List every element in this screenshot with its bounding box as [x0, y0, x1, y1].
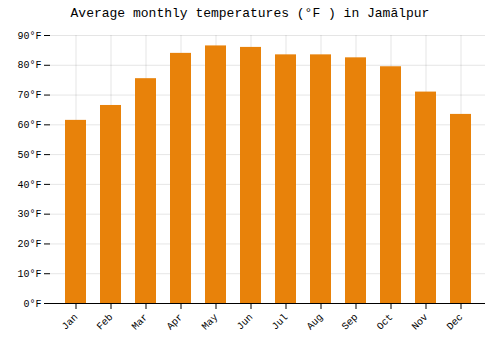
svg-text:Aug: Aug: [305, 312, 326, 333]
svg-text:50°F: 50°F: [17, 150, 41, 161]
svg-text:Oct: Oct: [375, 312, 396, 333]
svg-text:20°F: 20°F: [17, 239, 41, 250]
svg-text:80°F: 80°F: [17, 60, 41, 71]
svg-text:40°F: 40°F: [17, 180, 41, 191]
svg-text:70°F: 70°F: [17, 90, 41, 101]
svg-text:0°F: 0°F: [23, 299, 41, 310]
svg-text:Jul: Jul: [270, 312, 291, 333]
svg-text:May: May: [200, 312, 221, 333]
svg-text:Mar: Mar: [130, 312, 151, 333]
svg-text:Sep: Sep: [340, 312, 361, 333]
svg-text:90°F: 90°F: [17, 31, 41, 42]
svg-text:Jan: Jan: [60, 312, 81, 333]
svg-text:Nov: Nov: [410, 312, 431, 333]
svg-text:Jun: Jun: [235, 312, 256, 333]
svg-text:Apr: Apr: [165, 312, 186, 333]
svg-text:Dec: Dec: [445, 312, 466, 333]
svg-text:30°F: 30°F: [17, 209, 41, 220]
svg-text:60°F: 60°F: [17, 120, 41, 131]
html-text:Average monthly temperatures (: Average monthly temperatures (°F ) in Ja…: [70, 6, 430, 21]
svg-text:10°F: 10°F: [17, 269, 41, 280]
svg-text:Feb: Feb: [95, 312, 116, 333]
